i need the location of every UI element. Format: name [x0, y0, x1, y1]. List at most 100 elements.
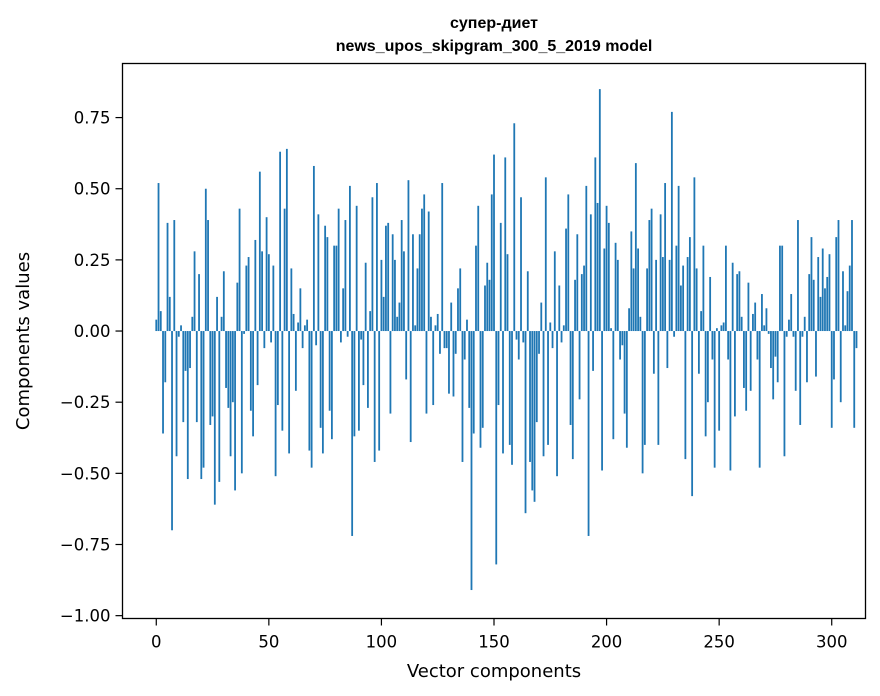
bar-210	[628, 308, 630, 332]
bar-274	[772, 331, 775, 400]
bar-218	[646, 268, 649, 332]
bar-44	[254, 239, 257, 332]
bar-166	[529, 331, 531, 462]
bar-177	[553, 251, 556, 332]
bar-33	[229, 331, 232, 457]
bar-105	[391, 234, 394, 332]
bar-104	[389, 331, 392, 414]
bar-71	[315, 331, 318, 346]
bar-87	[351, 331, 354, 536]
y-tick-label: −0.75	[60, 536, 111, 555]
bar-93	[364, 262, 367, 332]
bar-243	[702, 245, 705, 332]
bar-86	[349, 185, 351, 332]
bar-196	[596, 202, 599, 332]
bar-188	[578, 331, 581, 400]
y-tick-label: 0.50	[74, 180, 111, 199]
bar-219	[648, 220, 651, 332]
bar-32	[227, 331, 230, 408]
bar-18	[195, 331, 198, 423]
bar-231	[675, 245, 678, 332]
bar-258	[736, 274, 739, 332]
bar-139	[468, 331, 471, 408]
bar-194	[592, 331, 594, 371]
bar-185	[571, 331, 574, 460]
bar-291	[810, 237, 813, 332]
bar-224	[659, 214, 662, 332]
bar-100	[380, 259, 383, 332]
bar-39	[243, 331, 245, 334]
bar-85	[346, 331, 349, 337]
bar-294	[817, 257, 820, 332]
bar-199	[603, 248, 606, 332]
bar-53	[274, 331, 277, 477]
bar-57	[283, 208, 286, 332]
x-tick-label: 50	[258, 633, 279, 652]
bar-216	[641, 331, 644, 474]
bar-156	[506, 254, 509, 332]
bar-269	[761, 294, 763, 332]
bar-287	[801, 331, 804, 337]
y-axis-label: Components values	[13, 252, 34, 430]
bar-150	[493, 154, 495, 332]
bar-203	[612, 331, 615, 440]
bar-272	[767, 331, 770, 334]
bar-295	[819, 296, 822, 332]
bar-24	[209, 331, 212, 425]
bar-256	[731, 262, 734, 332]
bar-306	[844, 325, 847, 332]
bar-184	[569, 331, 572, 425]
bar-1	[157, 183, 160, 332]
bar-7	[171, 331, 173, 531]
bar-217	[643, 331, 646, 445]
bar-200	[605, 205, 608, 332]
bar-27	[216, 296, 218, 332]
bar-308	[848, 265, 851, 332]
bar-149	[490, 194, 493, 332]
bar-248	[713, 331, 716, 468]
bar-168	[533, 331, 536, 502]
bar-47	[261, 251, 263, 332]
bar-148	[488, 279, 491, 332]
bar-58	[285, 148, 288, 332]
bar-190	[583, 265, 585, 332]
bar-140	[470, 331, 473, 591]
bar-267	[756, 331, 759, 360]
bar-35	[234, 331, 236, 491]
bar-212	[632, 268, 635, 332]
bar-230	[673, 331, 676, 337]
bar-91	[360, 331, 363, 340]
bar-277	[779, 245, 781, 332]
y-tick-label: 0.00	[74, 322, 111, 341]
bar-77	[328, 331, 331, 411]
bar-28	[218, 331, 221, 482]
bar-29	[220, 316, 223, 332]
bar-92	[362, 331, 365, 386]
bar-56	[281, 331, 284, 431]
bar-176	[551, 331, 554, 349]
bar-178	[556, 331, 558, 477]
y-tick-label: 0.25	[74, 251, 111, 270]
bar-307	[846, 291, 849, 332]
bar-205	[616, 259, 619, 332]
x-axis-ticks: 0 50 100 150 200 250 300	[151, 618, 847, 652]
bars-group	[155, 89, 858, 591]
bar-215	[639, 316, 642, 332]
bar-195	[594, 157, 597, 332]
bar-236	[686, 257, 689, 332]
bar-51	[270, 331, 273, 343]
bar-120	[425, 331, 428, 414]
bar-72	[317, 214, 320, 332]
bar-43	[252, 331, 254, 437]
bar-268	[758, 331, 761, 468]
bar-78	[330, 331, 333, 440]
bar-282	[790, 294, 793, 332]
bar-255	[729, 331, 732, 471]
bar-227	[666, 331, 669, 369]
bar-163	[522, 331, 525, 343]
bar-235	[684, 331, 687, 460]
bar-3	[162, 331, 164, 434]
bar-126	[439, 331, 441, 354]
bar-130	[448, 331, 450, 394]
bar-301	[833, 331, 835, 380]
